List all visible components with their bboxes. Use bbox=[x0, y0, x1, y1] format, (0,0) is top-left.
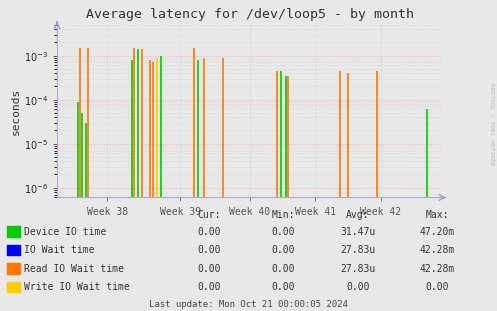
Text: Avg:: Avg: bbox=[346, 210, 370, 220]
Text: RRDTOOL / TOBI OETIKER: RRDTOOL / TOBI OETIKER bbox=[490, 83, 495, 166]
Text: 0.00: 0.00 bbox=[271, 263, 295, 274]
Text: 0.00: 0.00 bbox=[425, 282, 449, 292]
Text: Device IO time: Device IO time bbox=[24, 226, 106, 237]
Text: 42.28m: 42.28m bbox=[420, 245, 455, 255]
Text: Write IO Wait time: Write IO Wait time bbox=[24, 282, 130, 292]
Text: IO Wait time: IO Wait time bbox=[24, 245, 94, 255]
Title: Average latency for /dev/loop5 - by month: Average latency for /dev/loop5 - by mont… bbox=[86, 8, 414, 21]
Text: 0.00: 0.00 bbox=[271, 245, 295, 255]
Text: Last update: Mon Oct 21 00:00:05 2024: Last update: Mon Oct 21 00:00:05 2024 bbox=[149, 300, 348, 309]
Text: 0.00: 0.00 bbox=[271, 282, 295, 292]
Y-axis label: seconds: seconds bbox=[11, 88, 21, 135]
Bar bbox=[7, 263, 20, 274]
Text: 0.00: 0.00 bbox=[197, 282, 221, 292]
Text: Max:: Max: bbox=[425, 210, 449, 220]
Text: 0.00: 0.00 bbox=[346, 282, 370, 292]
Text: 47.20m: 47.20m bbox=[420, 226, 455, 237]
Text: 0.00: 0.00 bbox=[271, 226, 295, 237]
Text: 27.83u: 27.83u bbox=[340, 263, 375, 274]
Text: Min:: Min: bbox=[271, 210, 295, 220]
Bar bbox=[7, 226, 20, 237]
Text: 0.00: 0.00 bbox=[197, 245, 221, 255]
Text: 31.47u: 31.47u bbox=[340, 226, 375, 237]
Bar bbox=[7, 244, 20, 256]
Text: 27.83u: 27.83u bbox=[340, 245, 375, 255]
Text: Read IO Wait time: Read IO Wait time bbox=[24, 263, 124, 274]
Text: Cur:: Cur: bbox=[197, 210, 221, 220]
Bar bbox=[7, 282, 20, 292]
Text: 0.00: 0.00 bbox=[197, 263, 221, 274]
Text: 0.00: 0.00 bbox=[197, 226, 221, 237]
Text: 42.28m: 42.28m bbox=[420, 263, 455, 274]
